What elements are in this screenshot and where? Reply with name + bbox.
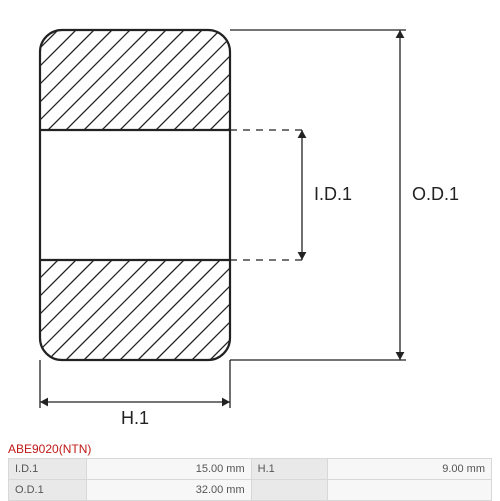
- spec-label: O.D.1: [9, 480, 87, 501]
- part-number-title: ABE9020(NTN): [8, 442, 91, 456]
- spec-value: [327, 480, 491, 501]
- svg-text:I.D.1: I.D.1: [314, 184, 352, 204]
- spec-label: [251, 480, 327, 501]
- spec-label: I.D.1: [9, 459, 87, 480]
- table-row: O.D.1 32.00 mm: [9, 480, 492, 501]
- spec-value: 32.00 mm: [86, 480, 251, 501]
- table-row: I.D.1 15.00 mm H.1 9.00 mm: [9, 459, 492, 480]
- spec-value: 15.00 mm: [86, 459, 251, 480]
- svg-text:O.D.1: O.D.1: [412, 184, 459, 204]
- bearing-section-diagram: O.D.1 I.D.1 H.1: [0, 0, 500, 440]
- spec-label: H.1: [251, 459, 327, 480]
- spec-value: 9.00 mm: [327, 459, 491, 480]
- svg-text:H.1: H.1: [121, 408, 149, 428]
- dimension-spec-table: I.D.1 15.00 mm H.1 9.00 mm O.D.1 32.00 m…: [8, 458, 492, 501]
